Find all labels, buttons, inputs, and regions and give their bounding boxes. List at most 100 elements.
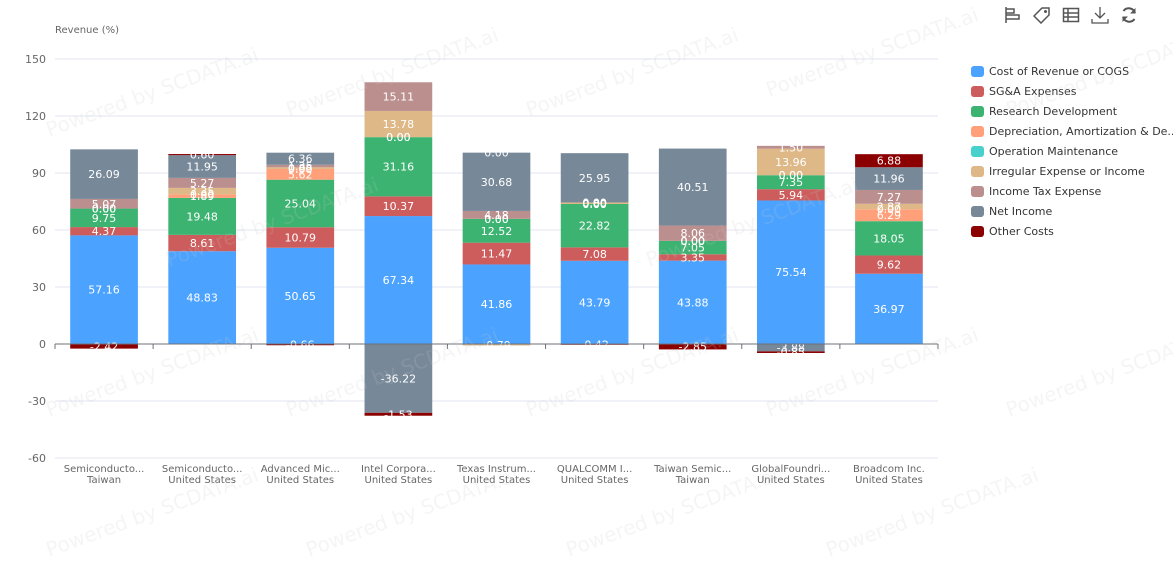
legend-label: Irregular Expense or Income	[989, 164, 1145, 178]
data-label: 1.35	[288, 160, 313, 173]
bar-segment[interactable]	[364, 137, 433, 197]
data-label: 6.88	[877, 155, 902, 168]
legend-label: Operation Maintenance	[989, 144, 1119, 158]
bar-segment[interactable]	[658, 240, 727, 255]
bar-segment[interactable]	[168, 155, 237, 178]
data-label: 4.18	[484, 209, 509, 222]
x-tick-label: Broadcom Inc.	[853, 464, 925, 475]
bar-segment[interactable]	[462, 344, 531, 346]
data-view-button[interactable]	[1061, 5, 1081, 25]
x-tick-country: United States	[757, 475, 825, 486]
bar-segment[interactable]	[462, 264, 531, 344]
y-axis-ticks: 150 120 90 60 30 0 -30 -60	[25, 53, 46, 465]
legend-item[interactable]: Research Development	[971, 101, 1173, 121]
data-label: 7.27	[877, 191, 902, 204]
data-label: 0.00	[484, 213, 509, 226]
bar-segment[interactable]	[168, 194, 237, 198]
bar-segment[interactable]	[168, 154, 237, 156]
bar-segment[interactable]	[560, 247, 629, 261]
bar-segment[interactable]	[462, 152, 531, 211]
data-label: 0.00	[779, 169, 804, 182]
bar-segment[interactable]	[658, 148, 727, 226]
bar-segment[interactable]	[70, 235, 138, 344]
bar-orientation-button[interactable]	[1003, 5, 1023, 25]
bar-segment[interactable]	[560, 260, 629, 344]
bar-segment[interactable]	[855, 203, 923, 210]
bar-segment[interactable]	[658, 254, 727, 261]
bar-segment[interactable]	[70, 149, 138, 199]
bar-segment[interactable]	[70, 227, 138, 236]
bar-segment[interactable]	[855, 167, 923, 190]
bar-segment[interactable]	[266, 247, 335, 344]
bar-segment[interactable]	[855, 221, 923, 256]
legend-item[interactable]: Cost of Revenue or COGS	[971, 61, 1173, 81]
legend-item[interactable]: Other Costs	[971, 221, 1173, 241]
bar-segment[interactable]	[855, 255, 923, 274]
bar-segment[interactable]	[364, 412, 433, 416]
bar-segment[interactable]	[462, 210, 531, 219]
bar-segment[interactable]	[364, 344, 433, 413]
bar-segment[interactable]	[168, 177, 237, 188]
bar-segment[interactable]	[266, 227, 335, 248]
legend-item[interactable]: SG&A Expenses	[971, 81, 1173, 101]
bar-segment[interactable]	[364, 196, 433, 217]
bar-segment[interactable]	[756, 351, 825, 353]
bar-segment[interactable]	[658, 225, 727, 241]
bar-segment[interactable]	[266, 167, 335, 170]
legend-item[interactable]: Irregular Expense or Income	[971, 161, 1173, 181]
data-label: 0.00	[92, 203, 117, 216]
data-label: -0.85	[777, 346, 805, 359]
bar-segment[interactable]	[266, 169, 335, 180]
data-label: 10.79	[285, 232, 317, 245]
bar-segment[interactable]	[364, 82, 433, 111]
x-tick-label: Intel Corpora...	[361, 464, 436, 475]
bar-segment[interactable]	[266, 152, 335, 165]
download-button[interactable]	[1090, 5, 1110, 25]
bar-segment[interactable]	[560, 202, 629, 204]
data-label: -0.66	[286, 339, 314, 352]
x-tick-label: Semiconducto...	[162, 464, 243, 475]
bar-segment[interactable]	[855, 209, 923, 222]
bar-segment[interactable]	[756, 189, 825, 201]
bar-segment[interactable]	[560, 203, 629, 248]
bar-segment[interactable]	[756, 200, 825, 344]
bar-segment[interactable]	[168, 187, 237, 195]
bar-segment[interactable]	[756, 344, 825, 352]
bar-segment[interactable]	[266, 164, 335, 168]
legend-item[interactable]: Net Income	[971, 201, 1173, 221]
legend-label: Net Income	[989, 204, 1053, 218]
data-label: -0.79	[482, 339, 510, 352]
refresh-button[interactable]	[1119, 5, 1139, 25]
bar-segment[interactable]	[70, 208, 138, 228]
bar-segment[interactable]	[70, 344, 138, 349]
bar-segment[interactable]	[364, 216, 433, 344]
tag-button[interactable]	[1032, 5, 1052, 25]
bar-segment[interactable]	[168, 251, 237, 344]
bar-segment[interactable]	[560, 153, 629, 203]
bar-segment[interactable]	[855, 154, 923, 168]
bar-segment[interactable]	[266, 179, 335, 228]
x-tick-label: GlobalFoundri...	[751, 464, 830, 475]
data-label: 26.09	[88, 168, 120, 181]
bar-segment[interactable]	[756, 148, 825, 176]
bar-segment[interactable]	[756, 175, 825, 190]
bar-segment[interactable]	[855, 189, 923, 204]
legend-item[interactable]: Income Tax Expense	[971, 181, 1173, 201]
bar-segment[interactable]	[462, 218, 531, 243]
bar-segment[interactable]	[462, 242, 531, 265]
bar-segment[interactable]	[168, 197, 237, 235]
bar-segment[interactable]	[658, 344, 727, 350]
bar-segment[interactable]	[658, 260, 727, 344]
bar-segment[interactable]	[70, 198, 138, 209]
bar-segment[interactable]	[168, 234, 237, 252]
bar-segment[interactable]	[364, 110, 433, 138]
data-label: 19.48	[186, 210, 218, 223]
data-label: 0.00	[92, 203, 117, 216]
legend-item[interactable]: Depreciation, Amortization & De...	[971, 121, 1173, 141]
x-tick-label: Advanced Mic...	[261, 464, 340, 475]
bar-segment[interactable]	[855, 273, 923, 344]
bar-segment[interactable]	[756, 145, 825, 149]
data-label: 31.16	[383, 161, 415, 174]
bar-segment[interactable]	[266, 344, 335, 346]
legend-item[interactable]: Operation Maintenance	[971, 141, 1173, 161]
